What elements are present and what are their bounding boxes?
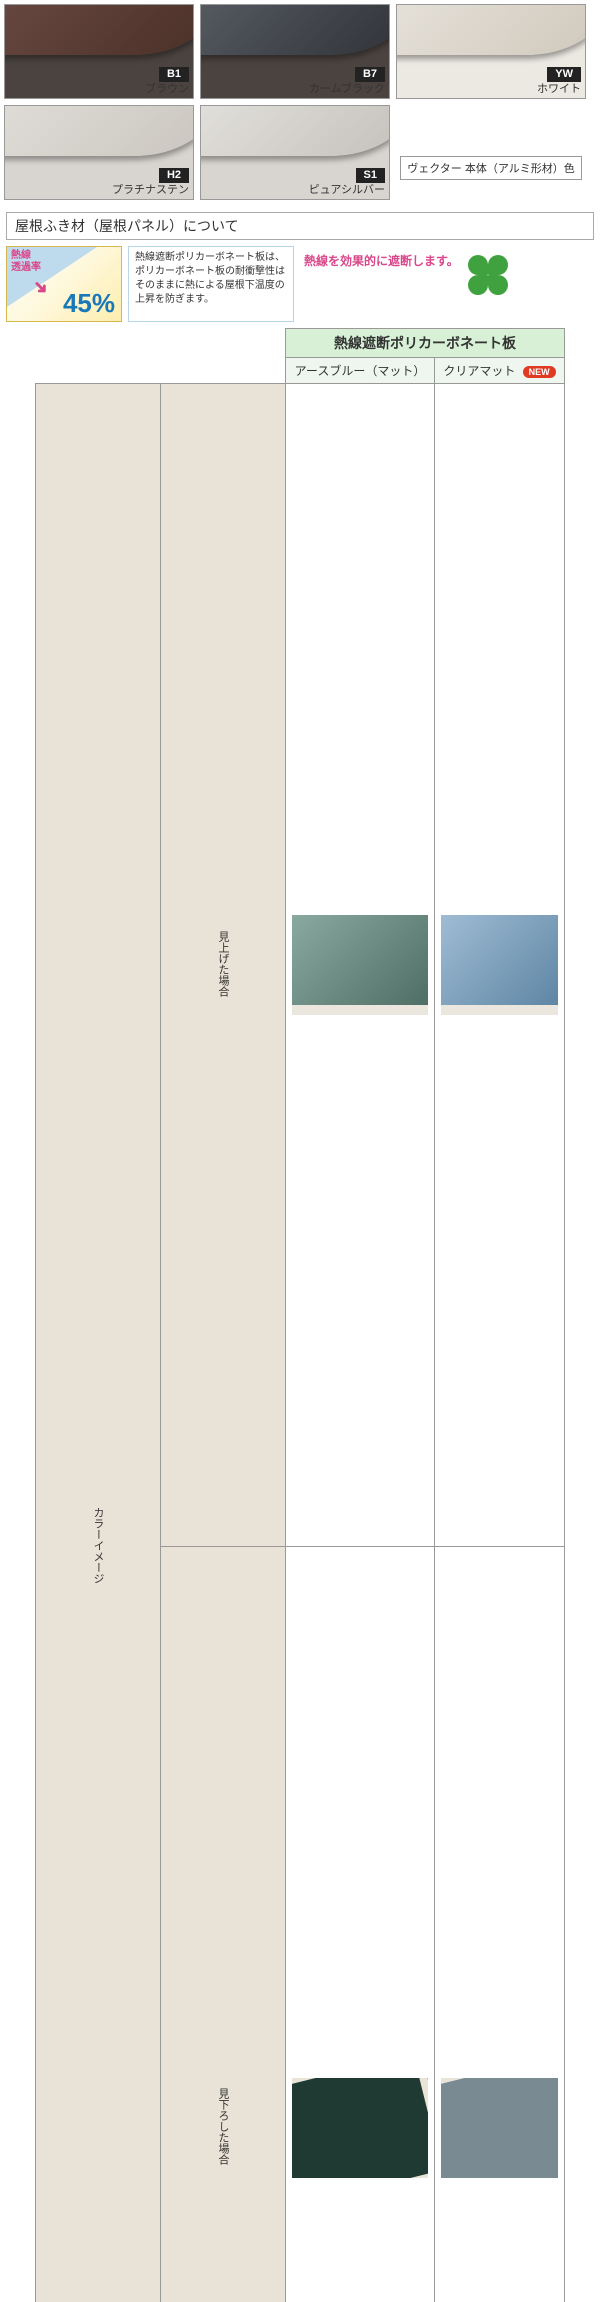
swatch-label: YWホワイト xyxy=(537,67,581,96)
swatch-note: ヴェクター 本体（アルミ形材）色 xyxy=(396,105,586,200)
transmittance-label: 熱線 透過率 xyxy=(11,250,41,273)
img-col1-down xyxy=(286,1547,435,2302)
img-col2-up xyxy=(435,384,565,1547)
swatch-yw: YWホワイト xyxy=(396,4,586,99)
swatch-b1: B1ブラウン xyxy=(4,4,194,99)
table-col1-name: アースブルー（マット） xyxy=(286,358,435,384)
swatch-grid: B1ブラウン B7カームブラック YWホワイト H2プラチナステン S1ピュアシルバーヴ… xyxy=(0,0,600,204)
table-header-main: 熱線遮断ポリカーボネート板 xyxy=(286,329,565,358)
new-badge: NEW xyxy=(523,366,556,378)
section-title: 屋根ふき材（屋根パネル）について xyxy=(6,212,594,240)
row-lookdown: 見下ろした場合 xyxy=(215,1551,231,2302)
clover-icon xyxy=(465,252,511,298)
comparison-table: 熱線遮断ポリカーボネート板 アースブルー（マット） クリアマット NEW カラー… xyxy=(35,328,565,2302)
row-lookup: 見上げた場合 xyxy=(215,388,231,1539)
swatch-label: B7カームブラック xyxy=(309,67,385,96)
transmittance-tag-text: 熱線を効果的に遮断します。 xyxy=(304,252,459,269)
transmittance-row: 熱線 透過率 ➜ 45% 熱線遮断ポリカーボネート板は、ポリカーボネート板の耐衝… xyxy=(6,246,594,322)
row-colorimage: カラーイメージ xyxy=(90,970,106,2121)
img-col2-down xyxy=(435,1547,565,2302)
img-col1-up xyxy=(286,384,435,1547)
transmittance-label-line2: 透過率 xyxy=(11,262,41,273)
table-col2-name: クリアマット NEW xyxy=(435,358,565,384)
transmittance-box: 熱線 透過率 ➜ 45% xyxy=(6,246,122,322)
swatch-s1: S1ピュアシルバー xyxy=(200,105,390,200)
swatch-label: S1ピュアシルバー xyxy=(309,168,385,197)
swatch-b7: B7カームブラック xyxy=(200,4,390,99)
transmittance-percent: 45% xyxy=(63,288,115,319)
swatch-h2: H2プラチナステン xyxy=(4,105,194,200)
transmittance-label-line1: 熱線 xyxy=(11,250,31,261)
swatch-label: B1ブラウン xyxy=(145,67,189,96)
transmittance-tagline: 熱線を効果的に遮断します。 xyxy=(300,246,594,322)
arrow-down-icon: ➜ xyxy=(28,275,54,301)
transmittance-description: 熱線遮断ポリカーボネート板は、ポリカーボネート板の耐衝撃性はそのままに熱による屋… xyxy=(128,246,294,322)
table-col2-text: クリアマット xyxy=(443,364,515,378)
swatch-label: H2プラチナステン xyxy=(112,168,189,197)
